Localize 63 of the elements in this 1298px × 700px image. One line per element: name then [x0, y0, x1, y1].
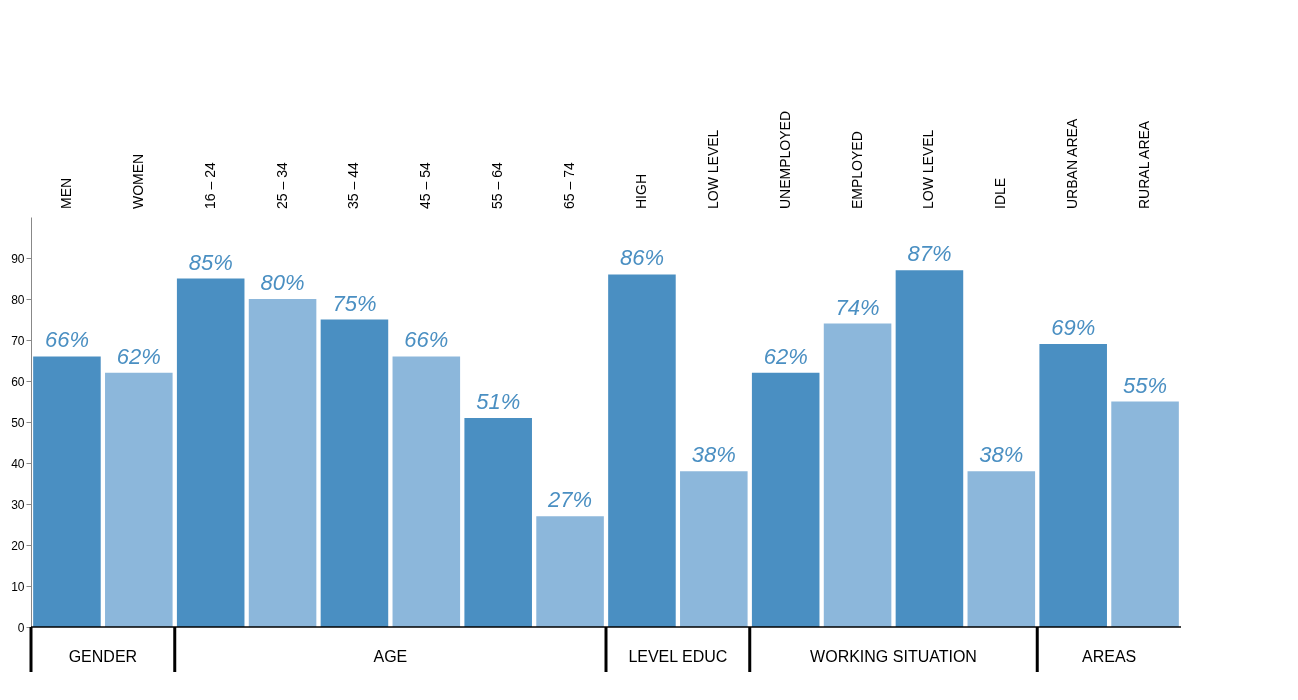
x-tick-label: UNEMPLOYED [776, 110, 793, 209]
x-tick-label: EMPLOYED [848, 131, 865, 209]
y-tick-label: 20 [11, 538, 25, 553]
bar [823, 323, 892, 627]
data-label: 51% [476, 388, 521, 414]
y-tick-label: 30 [11, 497, 25, 512]
bar [464, 417, 532, 627]
x-tick-label: URBAN AREA [1064, 118, 1081, 209]
data-label: 27% [547, 487, 593, 513]
data-label: 86% [619, 245, 664, 271]
x-tick-label: 45 – 54 [417, 162, 434, 209]
data-label: 69% [1051, 315, 1096, 341]
data-label: 74% [835, 294, 880, 320]
x-tick-label: RURAL AREA [1136, 120, 1153, 209]
bar [1039, 344, 1107, 627]
data-label: 38% [691, 442, 736, 468]
x-tick-label: IDLE [992, 177, 1009, 209]
bar [33, 356, 101, 627]
x-tick-label: 16 – 24 [201, 162, 218, 209]
text: LEVEL EDUC [628, 648, 728, 665]
y-tick-label: 0 [17, 620, 25, 635]
bar [536, 516, 604, 627]
y-tick-label: 90 [11, 251, 25, 266]
y-tick-label: 70 [11, 333, 25, 348]
x-tick-label: 65 – 74 [561, 162, 578, 209]
x-tick-label: LOW LEVEL [920, 129, 937, 209]
y-tick-label: 10 [11, 579, 25, 594]
text: WORKING SITUATION [810, 648, 977, 665]
data-label: 80% [260, 270, 305, 295]
text: AREAS [1082, 648, 1137, 665]
data-label: 85% [188, 249, 233, 275]
bar [248, 299, 317, 627]
data-label: 87% [907, 241, 952, 267]
data-label: 66% [404, 327, 449, 353]
data-label: 62% [116, 343, 161, 369]
bar [392, 356, 461, 627]
bar [751, 372, 820, 627]
x-tick-label: 35 – 44 [345, 162, 362, 209]
bar [680, 471, 748, 627]
y-tick-label: 50 [11, 415, 25, 430]
data-label: 62% [763, 343, 808, 369]
data-label: 66% [44, 327, 89, 353]
x-tick-label: HIGH [632, 174, 649, 209]
data-label: 38% [979, 442, 1024, 468]
data-label: 55% [1123, 372, 1168, 398]
bar [105, 372, 173, 627]
bar [967, 471, 1036, 627]
bar [1111, 401, 1179, 627]
text: GENDER [68, 648, 138, 665]
x-tick-label: LOW LEVEL [704, 129, 721, 209]
bar [176, 278, 245, 627]
bar [895, 270, 964, 627]
y-tick-label: 60 [11, 374, 25, 389]
x-tick-label: WOMEN [129, 153, 146, 209]
bar [608, 274, 676, 627]
y-tick-label: 40 [11, 456, 25, 471]
data-label: 75% [332, 290, 377, 316]
x-tick-label: 55 – 64 [489, 162, 506, 209]
x-tick-label: MEN [57, 177, 74, 209]
text: AGE [373, 648, 408, 665]
x-tick-label: 25 – 34 [273, 162, 290, 209]
bar [320, 319, 389, 627]
y-tick-label: 80 [11, 292, 25, 307]
